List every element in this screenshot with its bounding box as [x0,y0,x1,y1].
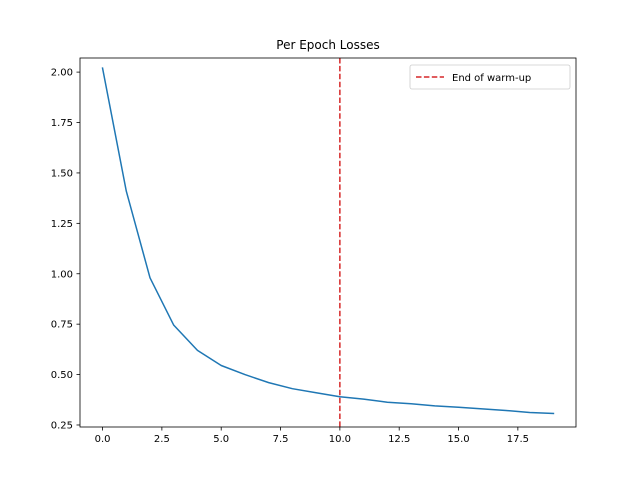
x-tick-label: 15.0 [447,434,469,445]
axes-frame [79,57,577,428]
x-tick-label: 17.5 [507,434,529,445]
y-tick-label: 0.75 [51,320,73,331]
chart-title: Per Epoch Losses [276,38,379,52]
y-tick-label: 0.50 [51,370,73,381]
y-tick-label: 2.00 [51,68,73,79]
x-tick-label: 7.5 [273,434,289,445]
y-tick-label: 1.25 [51,219,73,230]
y-tick-label: 1.50 [51,168,73,179]
legend-box [409,64,571,90]
legend-label-warmup: End of warm-up [452,73,531,84]
y-tick-label: 1.75 [51,118,73,129]
x-tick-label: 0.0 [95,434,111,445]
y-tick-label: 0.25 [51,420,73,431]
x-tick-label: 10.0 [329,434,351,445]
x-tick-label: 5.0 [213,434,229,445]
loss-series-line [101,67,555,415]
legend: End of warm-up [409,64,571,90]
y-tick-label: 1.00 [51,269,73,280]
plot-area: 0.0 2.5 5.0 7.5 10.0 12.5 15.0 17.5 0.25 0.50 0.75… [51,57,577,445]
x-tick-label: 12.5 [388,434,410,445]
x-tick-label: 2.5 [154,434,170,445]
